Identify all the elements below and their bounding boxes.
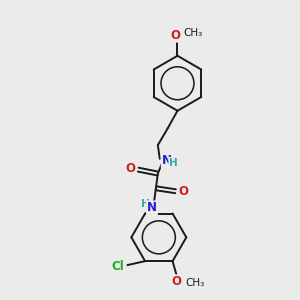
Text: N: N	[162, 154, 172, 167]
Text: CH₃: CH₃	[185, 278, 205, 288]
Text: CH₃: CH₃	[183, 28, 202, 38]
Text: N: N	[147, 201, 157, 214]
Text: O: O	[170, 29, 181, 42]
Text: H: H	[169, 158, 178, 168]
Text: O: O	[178, 185, 188, 198]
Text: H: H	[141, 199, 149, 209]
Text: O: O	[125, 162, 135, 175]
Text: O: O	[172, 275, 182, 288]
Text: Cl: Cl	[111, 260, 124, 273]
